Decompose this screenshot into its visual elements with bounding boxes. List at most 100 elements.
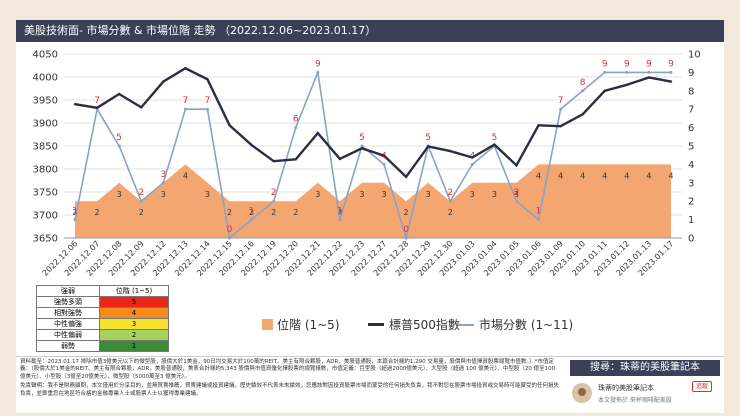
rank-data-label: 4: [580, 171, 585, 180]
score-point: [316, 70, 320, 74]
right-axis-tick-label: 7: [688, 105, 694, 116]
sp500-point: [603, 89, 606, 92]
sp500-point: [294, 158, 297, 161]
chart-title-bar: 美股技術面- 市場分數 & 市場位階 走勢 （2022.12.06~2023.0…: [16, 20, 724, 42]
score-point: [514, 199, 518, 203]
score-point: [382, 162, 386, 166]
sp500-point: [228, 124, 231, 127]
score-data-label: 1: [72, 207, 78, 217]
sp500-point: [559, 125, 562, 128]
search-banner: 搜尋：珠蒂的美股筆記本: [570, 360, 720, 376]
score-data-label: 7: [94, 96, 100, 106]
score-data-label: 5: [425, 133, 431, 143]
sp500-point: [360, 147, 364, 150]
rank-data-label: 3: [315, 190, 320, 199]
legend-table-row-label: 強勢多頭: [36, 296, 100, 308]
sp500-point: [581, 113, 584, 116]
score-data-label: 0: [403, 225, 409, 235]
sp500-point: [647, 76, 651, 79]
score-data-label: 1: [536, 207, 542, 217]
score-data-label: 3: [160, 170, 166, 180]
rank-data-label: 2: [337, 208, 342, 217]
sp500-line: [74, 66, 672, 179]
legend-table-row-value: 4: [99, 307, 169, 319]
sp500-point: [471, 156, 474, 159]
rank-data-label: 3: [492, 190, 497, 199]
rank-data-label: 2: [271, 208, 276, 217]
legend-swatch-sp500: [368, 323, 384, 326]
score-data-label: 7: [205, 96, 211, 106]
legend-label-sp500: 標普500指數: [389, 318, 460, 332]
sp500-point: [206, 78, 209, 81]
rank-data-label: 2: [72, 208, 77, 217]
score-point: [250, 218, 254, 222]
sp500-point: [250, 143, 253, 147]
rank-data-label: 4: [668, 171, 673, 180]
sp500-point: [140, 106, 143, 109]
legend-table-row-label: 中性偏弱: [36, 329, 100, 341]
score-point: [73, 218, 77, 222]
right-axis-tick-label: 3: [688, 178, 694, 189]
score-data-label: 9: [646, 59, 652, 69]
left-axis-tick-label: 3850: [33, 142, 58, 153]
author-card[interactable]: 珠蒂的美股筆記本 追蹤 本文發佈於 來杯咖啡配美股: [570, 380, 720, 408]
chart-title: 美股技術面- 市場分數 & 市場位階 走勢 （2022.12.06~2023.0…: [24, 24, 377, 37]
rank-data-label: 3: [161, 190, 166, 199]
score-line: [74, 69, 671, 242]
rank-data-label: 3: [514, 190, 519, 199]
rank-data-label: 2: [404, 208, 409, 217]
score-point: [294, 126, 298, 130]
left-axis-tick-label: 3950: [33, 96, 58, 107]
sp500-point: [117, 92, 121, 96]
right-axis-tick-label: 0: [688, 234, 694, 245]
rank-legend-table: 強弱 位階 (1~5) 強勢多頭 5 相對強勢 4 中性偏強 3 中性偏弱 2 弱勢 1: [36, 285, 169, 352]
score-point: [161, 181, 165, 185]
sp500-point: [272, 159, 275, 163]
score-data-label: 9: [315, 59, 321, 69]
sp500-point: [449, 149, 452, 153]
legend-table-header-value: 位階 (1~5): [99, 285, 169, 297]
score-data-label: 6: [293, 115, 299, 125]
subscribe-button[interactable]: 追蹤: [692, 381, 713, 392]
score-point: [647, 70, 651, 74]
score-data-label: 1: [337, 207, 343, 217]
sp500-point: [95, 106, 99, 110]
legend-label-rank: 位階 (1~5): [277, 318, 340, 332]
score-point: [581, 89, 585, 93]
rank-data-label: 3: [470, 190, 475, 199]
score-data-label: 7: [183, 96, 189, 106]
right-axis-tick-label: 2: [688, 197, 694, 208]
legend-table-header: 強弱 位階 (1~5): [36, 285, 169, 297]
rank-data-label: 4: [183, 171, 188, 180]
rank-data-label: 2: [227, 208, 232, 217]
score-data-label: 2: [138, 188, 144, 198]
left-axis-tick-label: 3700: [33, 211, 58, 222]
rank-data-label: 3: [381, 190, 386, 199]
sp500-point: [184, 67, 187, 70]
right-axis-tick-label: 10: [688, 50, 701, 61]
sp500-point: [669, 80, 673, 83]
author-description: 本文發佈於 來杯咖啡配美股: [598, 397, 672, 404]
sp500-point: [493, 143, 496, 146]
author-name: 珠蒂的美股筆記本: [598, 384, 654, 392]
score-data-label: 9: [602, 59, 608, 69]
score-point: [139, 199, 143, 203]
score-point: [183, 107, 187, 111]
rank-data-label: 3: [426, 190, 431, 199]
sp500-point: [316, 131, 320, 135]
sp500-point: [382, 154, 386, 157]
rank-data-label: 4: [624, 171, 629, 180]
score-data-label: 1: [249, 207, 255, 217]
legend-item-rank: 位階 (1~5): [262, 316, 340, 333]
sp500-point: [404, 175, 408, 179]
right-axis-tick-label: 9: [688, 68, 694, 79]
rank-data-label: 4: [602, 171, 607, 180]
score-point: [360, 144, 364, 148]
rank-data-label: 4: [558, 171, 563, 180]
score-point: [669, 70, 673, 74]
rank-data-label: 3: [359, 190, 364, 199]
legend-table-row: 相對強勢 4: [36, 307, 169, 319]
legend-item-score: 市場分數 (1~11): [458, 316, 573, 333]
left-axis-tick-label: 4050: [33, 50, 58, 61]
score-data-label: 8: [580, 78, 586, 88]
